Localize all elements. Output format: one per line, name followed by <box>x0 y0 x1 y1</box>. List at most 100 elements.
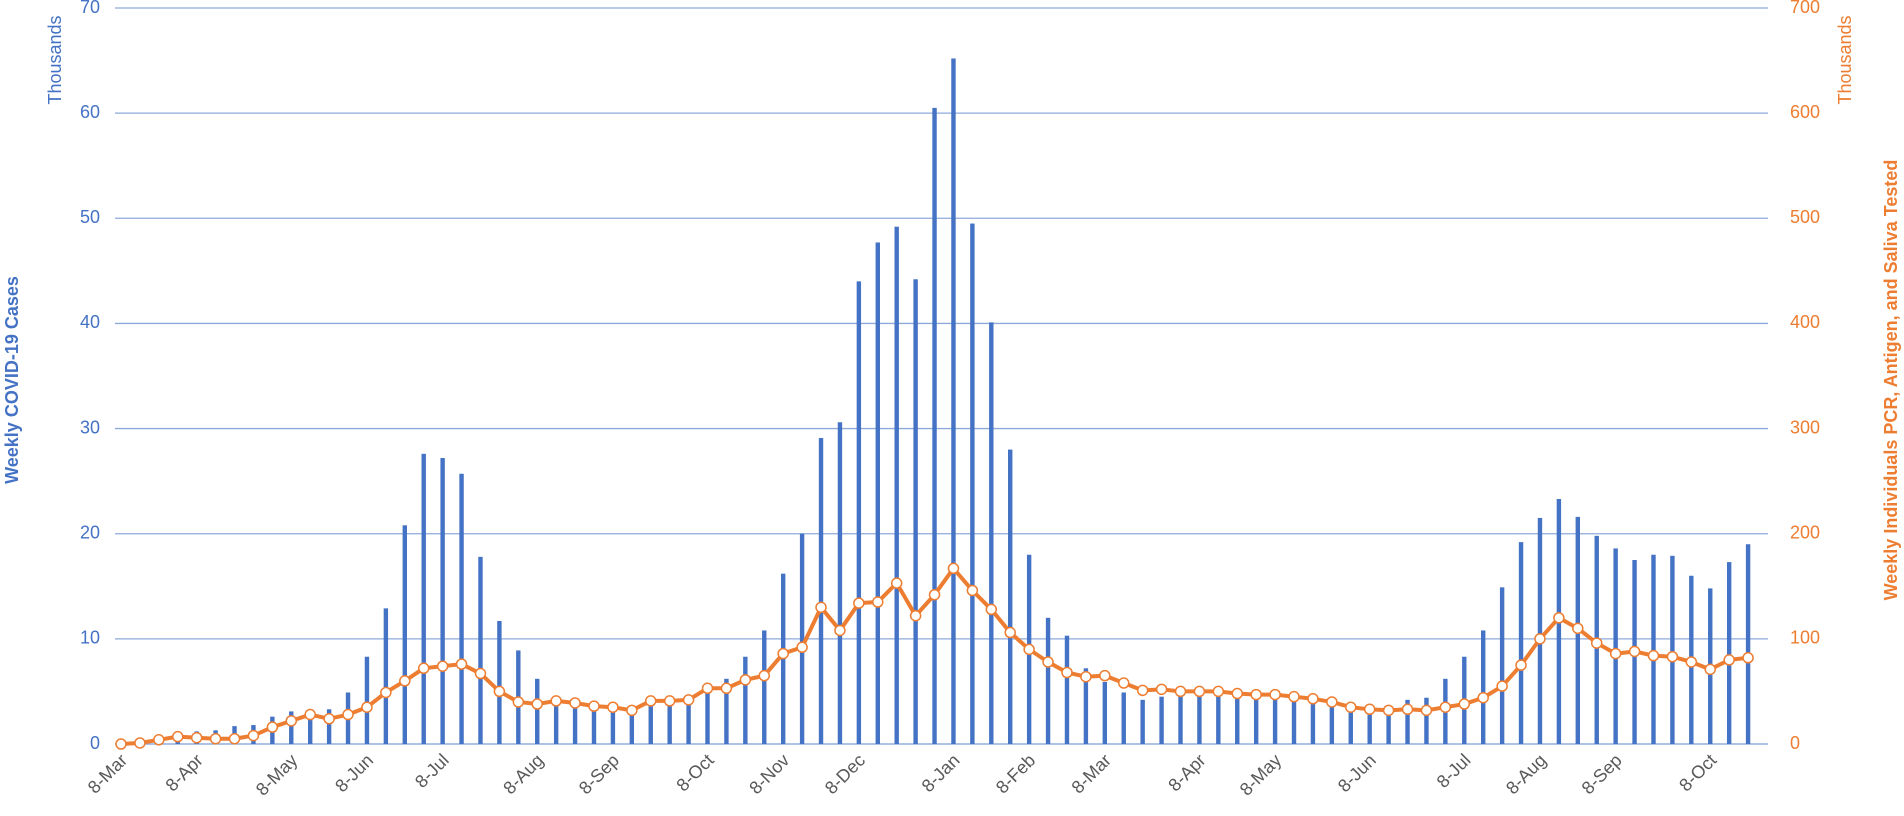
line-marker <box>1723 654 1735 666</box>
line-marker <box>285 715 298 727</box>
bar <box>932 107 937 744</box>
y-tick-label: 60 <box>80 102 100 122</box>
line-marker <box>872 596 884 608</box>
line-marker <box>607 701 619 713</box>
bar <box>1253 692 1259 744</box>
line-marker <box>777 647 789 660</box>
y2-tick-label: 100 <box>1790 628 1820 648</box>
bar <box>1651 554 1656 744</box>
line-marker <box>1496 680 1508 692</box>
line-marker <box>909 609 922 622</box>
bar <box>1726 562 1732 744</box>
y2-tick-label: 200 <box>1790 522 1820 542</box>
line-marker <box>1515 659 1527 671</box>
line-marker <box>1477 691 1489 704</box>
line-marker <box>853 597 865 609</box>
bar <box>743 656 748 744</box>
line-marker <box>228 732 241 745</box>
bar <box>572 698 578 744</box>
x-tick-label: 8-Jun <box>1334 750 1380 796</box>
line-marker <box>1231 687 1244 700</box>
x-tick-label: 8-May <box>1236 750 1286 800</box>
line-marker <box>796 641 808 654</box>
line-marker <box>720 682 733 695</box>
bar <box>667 699 672 744</box>
y2-tick-label: 300 <box>1790 417 1820 437</box>
y-axis-title: Weekly COVID-19 Cases <box>2 276 22 484</box>
x-tick-label: 8-Jan <box>918 750 964 796</box>
line-marker <box>569 697 581 709</box>
line-marker <box>663 695 676 707</box>
bar <box>307 713 313 744</box>
bar <box>383 608 389 744</box>
line-marker <box>1345 701 1357 713</box>
line-marker <box>1647 649 1660 662</box>
bar <box>1008 449 1013 744</box>
line-marker <box>758 669 771 682</box>
x-tick-label: 8-Feb <box>992 750 1039 797</box>
line-marker <box>985 603 998 616</box>
x-tick-label: 8-Nov <box>745 750 793 798</box>
line-marker <box>1080 670 1092 683</box>
bar <box>1102 681 1108 744</box>
line-marker <box>1628 645 1641 658</box>
bar <box>1481 630 1486 744</box>
bar <box>326 709 332 744</box>
bar <box>1367 709 1372 744</box>
line-marker <box>493 685 506 698</box>
y-tick-label: 40 <box>80 312 100 332</box>
line-marker <box>172 730 184 743</box>
line-marker <box>588 700 600 712</box>
bar <box>421 453 426 744</box>
bar <box>591 702 597 744</box>
line-marker <box>1534 633 1546 645</box>
x-tick-label: 8-Jul <box>411 750 453 792</box>
line-marker <box>209 732 222 745</box>
bar <box>1518 542 1524 744</box>
bar <box>875 242 880 744</box>
line-marker <box>815 601 827 614</box>
bar <box>1045 617 1051 744</box>
line-marker <box>1042 656 1054 668</box>
bar <box>1670 555 1675 744</box>
line-marker <box>644 695 657 707</box>
line-marker <box>1174 685 1187 698</box>
line-marker <box>626 704 638 717</box>
y2-tick-label: 700 <box>1790 0 1820 17</box>
bar <box>837 422 843 744</box>
x-tick-label: 8-May <box>252 750 302 800</box>
line-marker <box>1420 704 1433 717</box>
y2-axis-title: Weekly Individuals PCR, Antigen, and Sal… <box>1881 160 1901 601</box>
line-marker <box>1401 703 1414 716</box>
y2-tick-label: 400 <box>1790 312 1820 332</box>
bar <box>1405 699 1410 744</box>
line-marker <box>1326 696 1338 708</box>
line-marker <box>739 674 752 686</box>
x-tick-label: 8-Aug <box>1502 750 1550 798</box>
bar <box>1424 697 1429 744</box>
bar <box>799 533 805 744</box>
bar <box>553 695 559 744</box>
bar <box>1121 692 1126 744</box>
bar <box>818 438 824 744</box>
line-marker <box>1458 698 1471 710</box>
bar <box>1159 696 1164 744</box>
bar <box>1216 688 1221 744</box>
x-tick-label: 8-Mar <box>84 750 131 797</box>
line-marker <box>531 698 543 710</box>
bar <box>1386 708 1391 744</box>
line-marker <box>890 577 903 589</box>
line-marker <box>380 686 392 699</box>
bar <box>913 279 918 744</box>
bar <box>1178 692 1183 744</box>
line-marker <box>1363 703 1376 716</box>
x-tick-label: 8-Oct <box>672 750 717 795</box>
line-marker <box>436 660 449 672</box>
line-marker <box>966 584 979 597</box>
bar <box>1499 587 1505 744</box>
bar <box>497 620 502 744</box>
bar <box>989 322 994 744</box>
y-tick-label: 20 <box>80 522 100 542</box>
line-marker <box>1553 612 1565 624</box>
